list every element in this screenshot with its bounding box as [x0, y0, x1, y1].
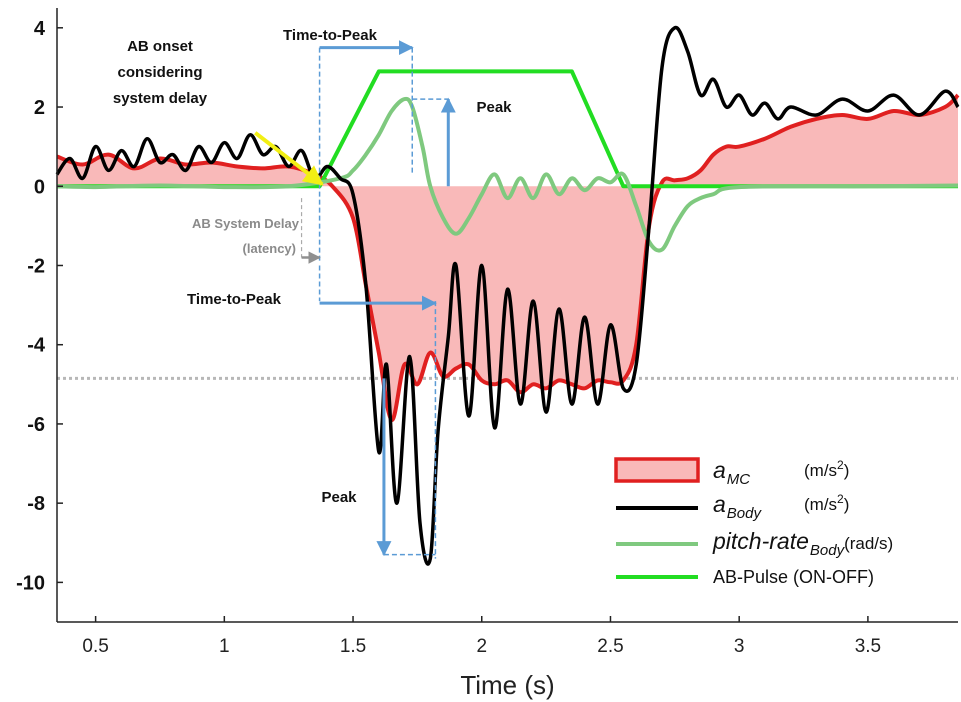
legend-label-ab-pulse: AB-Pulse (ON-OFF) [713, 567, 874, 587]
onset-annotation-line1: AB onset [127, 38, 193, 55]
onset-annotation-line2: considering [117, 64, 202, 81]
peak-label-top: Peak [476, 99, 512, 116]
legend: aMC (m/s2) aBody (m/s2) pitch-rateBody(r… [610, 455, 953, 610]
y-tick-label: -6 [27, 414, 45, 436]
series-line-pitch-rate [56, 96, 959, 253]
y-tick-label: -10 [16, 572, 45, 594]
legend-label-a-body: aBody [713, 491, 762, 522]
annotations: AB onset considering system delay Time-t… [113, 27, 512, 559]
legend-unit-a-mc: (m/s2) [804, 458, 849, 480]
y-tick-label: -8 [27, 493, 45, 515]
system-delay-label-line2: (latency) [243, 241, 296, 256]
time-to-peak-label-top: Time-to-Peak [283, 27, 378, 44]
legend-unit-a-body: (m/s2) [804, 492, 849, 514]
plot-area [55, 25, 960, 566]
legend-swatch-a-mc [614, 457, 700, 483]
legend-label-a-mc: aMC [713, 457, 750, 488]
x-tick-label: 2 [476, 636, 487, 657]
x-tick-label: 0.5 [82, 636, 108, 657]
onset-annotation-line3: system delay [113, 90, 208, 107]
series-line-a-mc [56, 93, 960, 423]
y-tick-label: 4 [34, 18, 46, 40]
peak-label-bottom: Peak [321, 489, 357, 506]
y-tick-label: -2 [27, 255, 45, 277]
time-to-peak-label-mid: Time-to-Peak [187, 291, 282, 308]
legend-item-a-mc: aMC (m/s2) [614, 457, 849, 488]
legend-item-pitch-rate: pitch-rateBody(rad/s) [616, 528, 893, 559]
legend-label-pitch-rate: pitch-rateBody(rad/s) [712, 528, 893, 559]
y-tick-label: -4 [27, 335, 46, 357]
x-axis-label: Time (s) [460, 670, 554, 700]
y-tick-label: 2 [34, 97, 45, 119]
x-tick-label: 2.5 [597, 636, 623, 657]
x-tick-label: 3.5 [855, 636, 881, 657]
x-tick-label: 1.5 [340, 636, 366, 657]
series-line-a-body [55, 25, 960, 566]
x-tick-label: 1 [219, 636, 230, 657]
y-tick-label: 0 [34, 176, 45, 198]
onset-arrow [254, 131, 324, 186]
series-area-a-mc [57, 95, 958, 421]
x-tick-label: 3 [734, 636, 745, 657]
axes: 4 2 0 -2 -4 -6 -8 -10 0.5 1 1.5 2 2.5 3 3.5 Time (s) [16, 8, 958, 700]
system-delay-label-line1: AB System Delay [192, 216, 300, 231]
legend-item-a-body: aBody (m/s2) [616, 491, 849, 522]
legend-item-ab-pulse: AB-Pulse (ON-OFF) [616, 567, 874, 587]
